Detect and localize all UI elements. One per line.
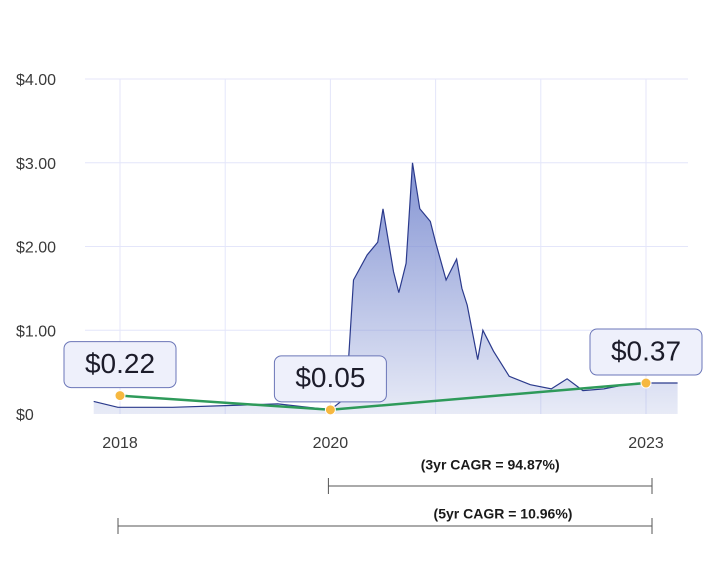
- callout-label: $0.05: [295, 362, 365, 393]
- cagr-label: (3yr CAGR = 94.87%): [421, 457, 560, 473]
- x-tick-label: 2018: [102, 435, 138, 452]
- y-tick-label: $4.00: [16, 72, 56, 89]
- price-area-line: [93, 162, 678, 411]
- y-tick-label: $1.00: [16, 323, 56, 340]
- value-marker: [324, 404, 336, 416]
- cagr-bracket: (5yr CAGR = 10.96%): [117, 506, 653, 534]
- value-markers: [114, 377, 652, 416]
- cagr-label: (5yr CAGR = 10.96%): [434, 506, 573, 522]
- callout-box: [63, 341, 177, 389]
- cagr-bracket: (3yr CAGR = 94.87%): [327, 457, 653, 494]
- callout-label: $0.37: [611, 335, 681, 366]
- price-area-fill: [93, 162, 678, 414]
- value-callouts: $0.22 $0.05 $0.37: [63, 328, 703, 403]
- cagr-annotations: (3yr CAGR = 94.87%) (5yr CAGR = 10.96%): [117, 457, 653, 534]
- y-tick-label: $2.00: [16, 240, 56, 257]
- value-callout: $0.05: [273, 355, 387, 403]
- x-tick-label: 2020: [313, 435, 349, 452]
- x-axis-ticks: 2018 2020 2023: [102, 435, 664, 452]
- price-area-series: [93, 162, 678, 414]
- callout-box: [589, 328, 703, 376]
- y-tick-label: $0: [16, 407, 34, 424]
- value-callout: $0.22: [63, 341, 177, 389]
- y-tick-label: $3.00: [16, 156, 56, 173]
- y-axis-ticks: $0 $1.00 $2.00 $3.00 $4.00: [16, 72, 56, 424]
- x-tick-label: 2023: [628, 435, 664, 452]
- callout-label: $0.22: [85, 348, 155, 379]
- callout-box: [273, 355, 387, 403]
- value-marker: [640, 377, 652, 389]
- value-callout: $0.37: [589, 328, 703, 376]
- value-marker: [114, 390, 126, 402]
